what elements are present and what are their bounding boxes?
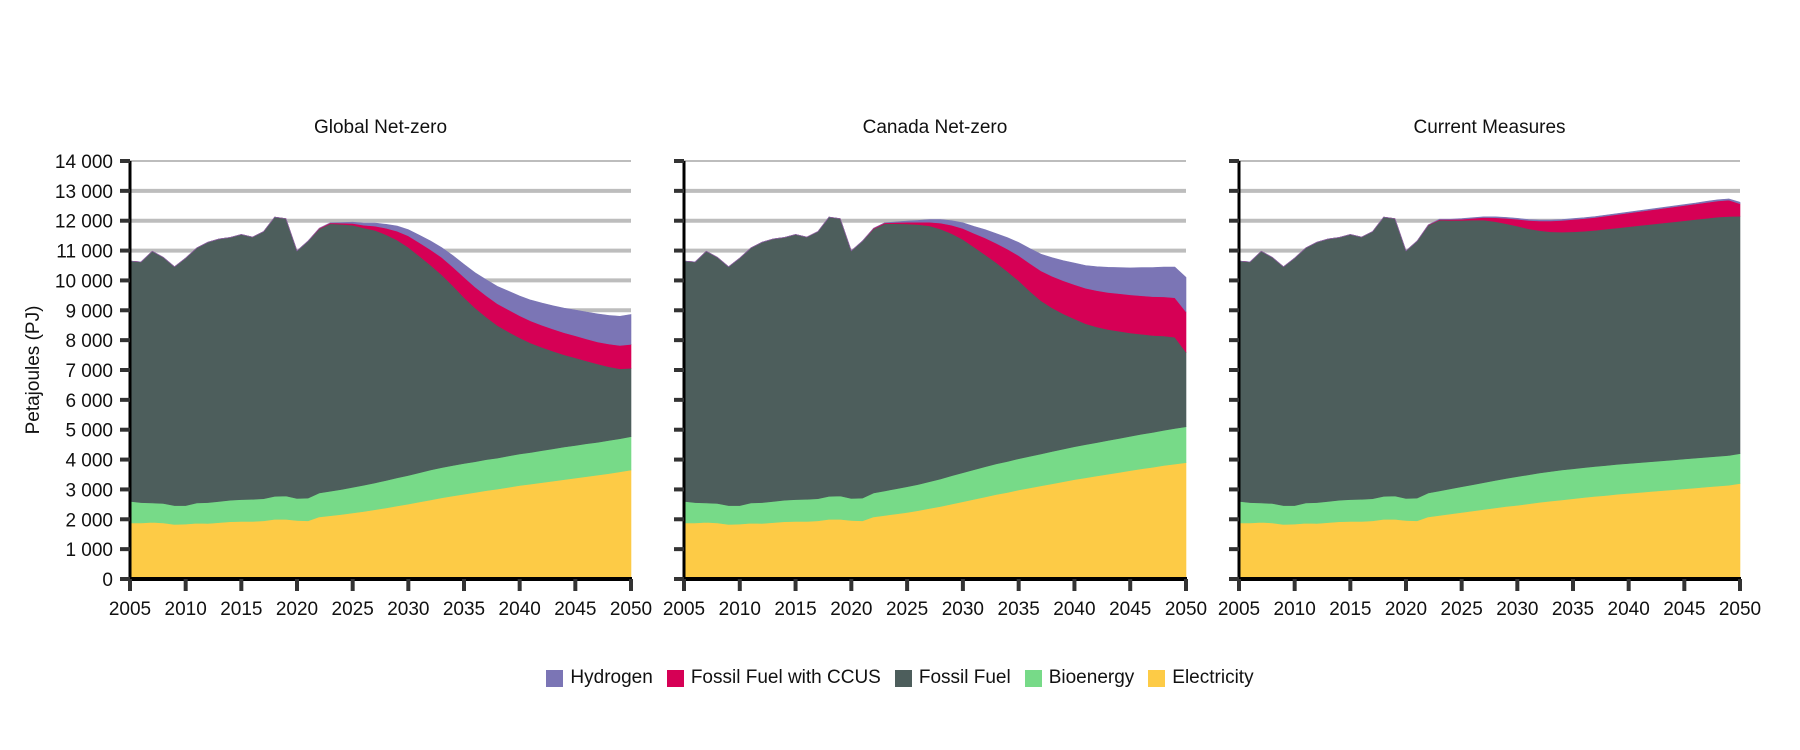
x-tick-label: 2030 <box>942 599 984 620</box>
y-tick-label: 0 <box>102 570 113 591</box>
x-tick-label: 2025 <box>332 599 374 620</box>
x-tick-label: 2010 <box>165 599 207 620</box>
x-tick-label: 2030 <box>1496 599 1538 620</box>
y-tick-label: 3 000 <box>65 480 113 501</box>
y-tick-label: 5 000 <box>65 421 113 442</box>
y-tick-label: 7 000 <box>65 361 113 382</box>
x-tick-label: 2015 <box>220 599 262 620</box>
legend-label: Fossil Fuel with CCUS <box>690 667 881 688</box>
y-tick-label: 8 000 <box>65 331 113 352</box>
x-tick-label: 2025 <box>1441 599 1483 620</box>
legend-swatch-bioenergy <box>1024 669 1042 687</box>
x-tick-label: 2050 <box>1165 599 1207 620</box>
x-tick-label: 2045 <box>1663 599 1705 620</box>
panel-canada-net-zero: 2005 2010 2015 2020 2025 2030 2035 2040 2045 2050… <box>663 117 1207 620</box>
area-hydrogen <box>1238 198 1741 268</box>
y-tick-label: 1 000 <box>65 540 113 561</box>
y-tick-label: 14 000 <box>55 152 113 173</box>
x-tick-label: 2030 <box>387 599 429 620</box>
x-tick-label: 2050 <box>610 599 652 620</box>
x-tick-label: 2005 <box>663 599 705 620</box>
y-tick-label: 10 000 <box>55 271 113 292</box>
legend-item-fossil-fuel: Fossil Fuel <box>894 667 1011 689</box>
y-tick-label: 12 000 <box>55 212 113 233</box>
x-tick-label: 2015 <box>1329 599 1371 620</box>
panel-global-net-zero: 0 1 000 2 000 3 000 4 000 5 000 6 000 7 000 8 00… <box>55 117 652 620</box>
legend-swatch-hydrogen <box>546 669 564 687</box>
panel-title: Global Net-zero <box>314 117 447 138</box>
legend-item-bioenergy: Bioenergy <box>1024 667 1135 689</box>
x-tick-label: 2025 <box>886 599 928 620</box>
x-tick-label: 2050 <box>1719 599 1761 620</box>
y-tick-label: 2 000 <box>65 510 113 531</box>
x-tick-label: 2005 <box>1218 599 1260 620</box>
area-hydrogen <box>129 216 632 346</box>
legend-swatch-electricity <box>1148 669 1166 687</box>
x-tick-label: 2035 <box>1552 599 1594 620</box>
x-tick-label: 2040 <box>1608 599 1650 620</box>
x-tick-label: 2015 <box>774 599 816 620</box>
panel-current-measures: 2005 2010 2015 2020 2025 2030 2035 2040 2045 2050… <box>1218 117 1761 620</box>
legend-swatch-ccus <box>666 669 684 687</box>
x-tick-label: 2045 <box>554 599 596 620</box>
y-axis-label: Petajoules (PJ) <box>23 306 44 435</box>
legend-label: Fossil Fuel <box>918 667 1011 688</box>
y-tick-label: 6 000 <box>65 391 113 412</box>
x-tick-label: 2005 <box>109 599 151 620</box>
x-tick-label: 2040 <box>1053 599 1095 620</box>
x-tick-label: 2010 <box>1274 599 1316 620</box>
x-tick-label: 2020 <box>276 599 318 620</box>
y-tick-label: 9 000 <box>65 301 113 322</box>
y-tick-label: 4 000 <box>65 451 113 472</box>
panel-title: Canada Net-zero <box>863 117 1008 138</box>
y-tick-label: 13 000 <box>55 182 113 203</box>
x-tick-label: 2010 <box>719 599 761 620</box>
x-tick-label: 2045 <box>1109 599 1151 620</box>
y-tick-label: 11 000 <box>56 242 113 263</box>
x-tick-label: 2040 <box>499 599 541 620</box>
x-tick-label: 2035 <box>443 599 485 620</box>
panel-title: Current Measures <box>1413 117 1565 138</box>
legend-swatch-fossil-fuel <box>894 669 912 687</box>
legend-item-hydrogen: Hydrogen <box>546 667 653 689</box>
legend-label: Electricity <box>1172 667 1254 688</box>
legend-label: Bioenergy <box>1048 667 1135 688</box>
x-tick-label: 2035 <box>998 599 1040 620</box>
legend-label: Hydrogen <box>570 667 653 688</box>
area-hydrogen <box>683 216 1187 313</box>
legend: Hydrogen Fossil Fuel with CCUS Fossil Fu… <box>0 667 1800 689</box>
x-tick-label: 2020 <box>1385 599 1427 620</box>
legend-item-ccus: Fossil Fuel with CCUS <box>666 667 881 689</box>
x-tick-label: 2020 <box>830 599 872 620</box>
legend-item-electricity: Electricity <box>1148 667 1254 689</box>
